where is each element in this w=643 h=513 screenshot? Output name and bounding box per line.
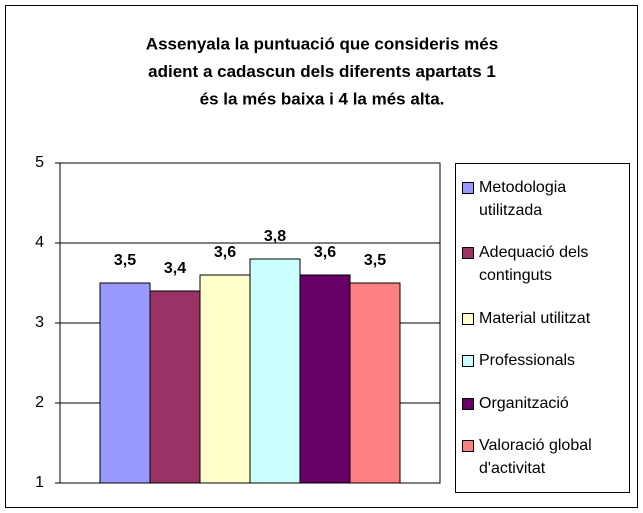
bar [249,258,301,484]
data-label: 3,5 [364,252,386,269]
legend-item: Organització [462,392,625,415]
bar [149,290,201,484]
bar [349,282,401,484]
chart-title: adient a cadascun dels diferents apartat… [148,62,496,81]
y-tick-label: 2 [35,394,44,411]
chart-title: és la més baixa i 4 la més alta. [200,89,445,108]
legend-label: Professionals [479,352,576,370]
data-label: 3,8 [264,228,286,245]
legend-swatch [462,440,474,453]
legend-item: Metodologia utilitzada [462,176,625,222]
legend-item: Material utilitzat [462,307,625,330]
legend-swatch [462,247,474,260]
legend-label: Metodologia utilitzada [479,178,567,219]
chart-title: Assenyala la puntuació que consideris mé… [146,34,498,53]
legend-swatch [462,312,474,325]
legend-label: Organització [479,394,569,412]
bar [99,282,151,484]
data-label: 3,6 [314,244,336,261]
legend: Metodologia utilitzada Adequació dels con… [455,163,630,493]
legend-label: Valoració global d'activitat [479,437,592,478]
bar [199,274,251,484]
data-label: 3,5 [114,252,136,269]
data-label: 3,6 [214,244,236,261]
legend-label: Adequació dels continguts [479,244,589,285]
y-tick-label: 5 [35,154,44,171]
legend-label: Material utilitzat [479,309,591,327]
y-tick-label: 3 [35,314,44,331]
legend-item: Professionals [462,349,625,372]
data-label: 3,4 [164,260,186,277]
legend-swatch [462,355,474,368]
y-tick-label: 1 [35,474,44,491]
legend-item: Adequació dels continguts [462,241,625,287]
bar [299,274,351,484]
legend-swatch [462,181,474,194]
legend-swatch [462,397,474,410]
y-tick-label: 4 [35,234,44,251]
legend-item: Valoració global d'activitat [462,434,625,480]
